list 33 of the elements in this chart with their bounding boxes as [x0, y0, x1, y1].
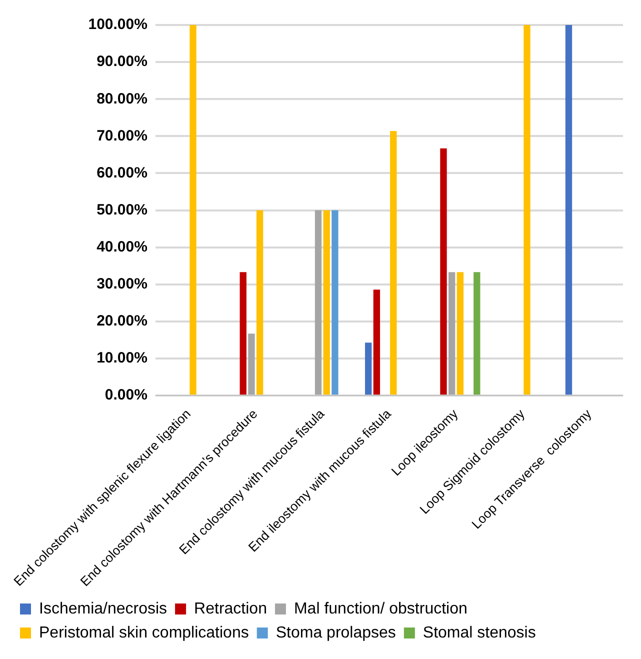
bar [332, 210, 338, 395]
bar [448, 272, 456, 395]
legend-label: Retraction [194, 600, 267, 618]
y-tick-label: 90.00% [96, 53, 148, 70]
y-tick-label: 20.00% [96, 312, 148, 330]
legend-label: Stoma prolapses [276, 624, 396, 642]
y-tick-label: 50.00% [96, 201, 148, 218]
y-tick-label: 30.00% [96, 276, 148, 293]
bar [365, 342, 372, 395]
y-tick-label: 80.00% [96, 90, 148, 108]
bar [248, 334, 255, 395]
bar [390, 130, 397, 395]
legend-label: Stomal stenosis [422, 624, 536, 642]
bar [456, 272, 464, 395]
y-tick-label: 40.00% [96, 238, 148, 256]
bar [256, 210, 264, 395]
y-tick-label: 100.00% [88, 16, 148, 34]
legend-label: Mal function/ obstruction [294, 600, 468, 618]
bar [240, 272, 246, 395]
bar [373, 290, 380, 395]
y-tick-label: 0.00% [104, 386, 148, 404]
bar [440, 148, 447, 395]
y-tick-label: 10.00% [96, 350, 148, 367]
y-tick-label: 70.00% [96, 127, 148, 144]
bar [314, 210, 322, 395]
legend-label: Ischemia/necrosis [39, 600, 168, 618]
bar [474, 272, 480, 395]
bar [524, 25, 530, 395]
bar [323, 210, 330, 395]
y-tick-label: 60.00% [96, 164, 148, 182]
bar [190, 25, 196, 395]
bar [565, 25, 572, 395]
legend-label: Peristomal skin complications [39, 624, 249, 642]
